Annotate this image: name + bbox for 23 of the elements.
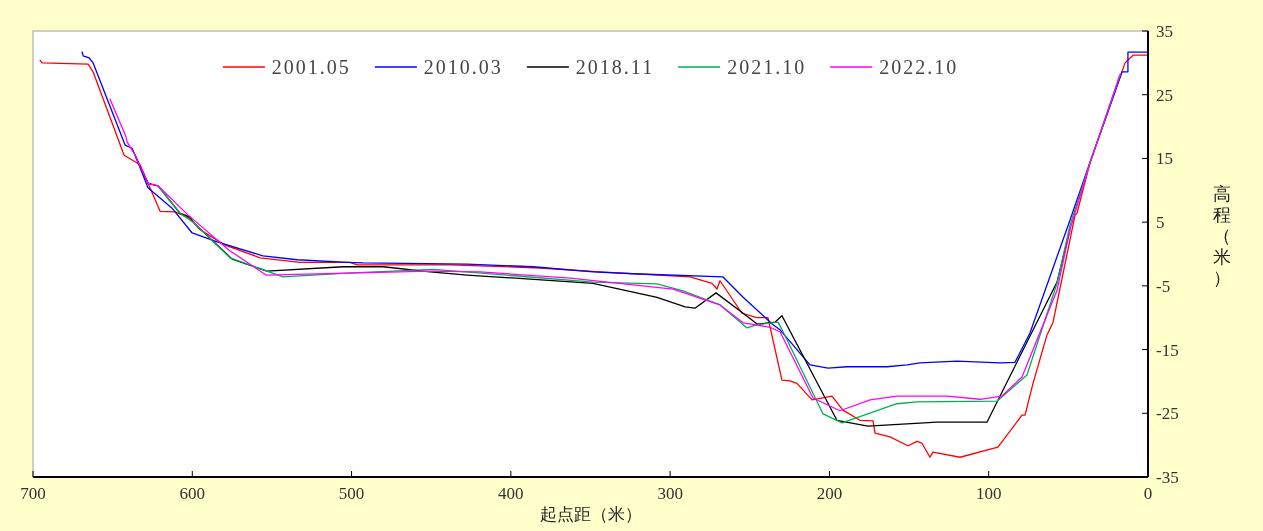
y-tick-label: -15 [1156,340,1179,360]
y-tick-label: 5 [1156,213,1165,233]
legend-label: 2010.03 [423,56,503,78]
y-tick-label: -5 [1156,276,1171,296]
y-tick-label: 15 [1156,149,1173,169]
y-axis-title: 高程（米） [1213,184,1231,288]
legend-label: 2022.10 [879,56,959,78]
x-tick-label: 100 [975,484,1002,503]
x-axis-title: 起点距（米） [539,505,642,524]
x-tick-label: 200 [816,484,843,503]
x-tick-label: 300 [657,484,683,503]
x-tick-label: 500 [338,484,365,503]
x-tick-label: 700 [20,484,46,503]
y-tick-label: -25 [1156,404,1179,424]
x-tick-label: 0 [1143,484,1153,503]
y-tick-label: 25 [1156,85,1173,105]
x-tick-label: 400 [498,484,524,503]
x-tick-label: 600 [179,484,206,503]
y-tick-label: -35 [1156,468,1179,487]
legend-label: 2001.05 [271,56,351,78]
legend-label: 2021.10 [727,56,807,78]
y-tick-label: 35 [1156,22,1173,41]
legend-label: 2018.11 [575,56,655,78]
